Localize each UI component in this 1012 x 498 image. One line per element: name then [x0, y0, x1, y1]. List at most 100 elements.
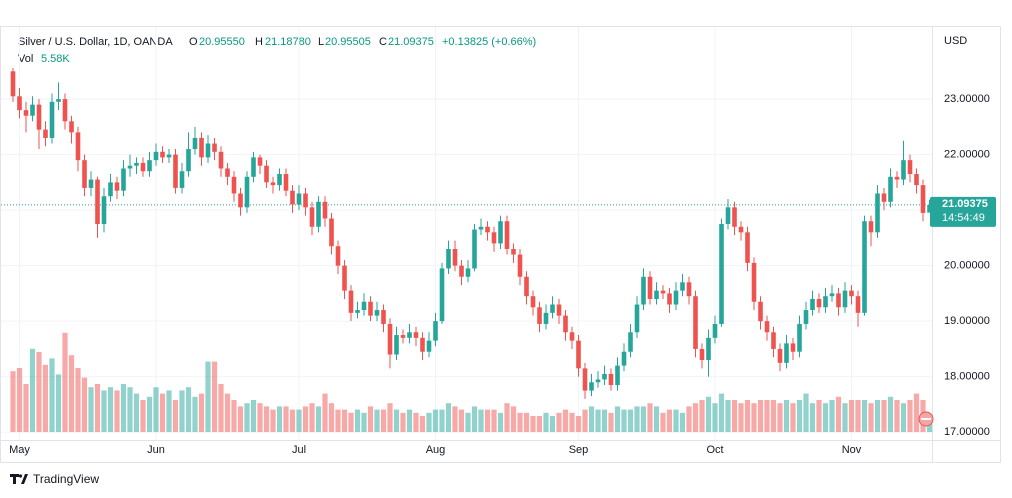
candle-body [205, 143, 211, 158]
volume-bar [517, 412, 523, 432]
candle-body [134, 162, 139, 166]
candle-body [836, 293, 841, 308]
volume-bar [718, 393, 725, 432]
volume-bar [231, 400, 237, 432]
volume-bar [562, 409, 569, 432]
volume-bar [445, 403, 452, 432]
candle-body [244, 176, 250, 208]
volume-bar [816, 400, 822, 432]
candle-body [875, 193, 880, 233]
candle-body [628, 332, 633, 352]
volume-bar [549, 416, 556, 432]
candle-body [693, 296, 698, 349]
logo-dot [18, 474, 23, 478]
candle-body [888, 176, 893, 202]
y-tick-label: 20.00000 [944, 260, 990, 272]
candle-body [706, 337, 711, 361]
volume-bar [406, 409, 413, 432]
close-value: 21.09375 [388, 36, 434, 48]
candle-body [264, 165, 269, 183]
candle-body [764, 321, 770, 333]
candle-body [537, 307, 542, 324]
candle-body [407, 332, 412, 338]
volume-bar [198, 393, 205, 432]
volume-bar [94, 384, 101, 432]
volume-bar [75, 368, 81, 432]
volume-bar [302, 406, 309, 432]
volume-bar [861, 400, 868, 432]
candle-body [179, 171, 185, 188]
volume-bar [348, 412, 354, 432]
candle-body [153, 151, 159, 161]
volume-bar [595, 409, 601, 432]
volume-bar [868, 403, 874, 432]
candle-body [121, 168, 126, 191]
candle-body [550, 304, 555, 313]
volume-bar [354, 409, 361, 432]
volume-bar [601, 409, 608, 432]
volume-bar [29, 348, 36, 432]
volume-bar [809, 403, 816, 432]
volume-bar [211, 361, 218, 432]
volume-bar [218, 384, 224, 432]
volume-bar [81, 377, 88, 432]
candle-body [907, 160, 913, 175]
volume-bar [881, 400, 887, 432]
candle-body [920, 185, 926, 213]
candle-body [316, 201, 321, 227]
candle-body [797, 323, 802, 352]
candle-body [498, 221, 503, 244]
volume-bar [900, 403, 907, 432]
volume-bar [530, 416, 536, 432]
candle-body [530, 296, 536, 308]
volume-bar [575, 416, 582, 432]
volume-bar [101, 390, 107, 432]
volume-bar [666, 409, 673, 432]
volume-bar [913, 393, 920, 432]
candle-body [49, 101, 55, 138]
volume-bar [127, 387, 133, 432]
volume-bar [166, 390, 172, 432]
volume-bar [588, 406, 595, 432]
volume-bar [439, 409, 445, 432]
y-tick-label: 17.00000 [944, 426, 990, 438]
volume-bar [393, 409, 400, 432]
candle-body [790, 343, 796, 352]
volume-bar [341, 409, 348, 432]
volume-bar [796, 400, 803, 432]
volume-bars [10, 332, 933, 432]
candle-body [446, 248, 451, 269]
volume-bar [10, 371, 16, 432]
volume-bar [140, 400, 146, 432]
candle-body [810, 298, 815, 311]
candle-body [439, 268, 445, 322]
candle-body [771, 332, 776, 349]
volume-bar [244, 403, 250, 432]
volume-bar [497, 412, 504, 432]
volume-bar [159, 393, 166, 432]
volume-bar [205, 361, 211, 432]
volume-bar [705, 396, 712, 432]
candle-body [309, 207, 315, 227]
candle-body [868, 221, 874, 233]
candle-body [426, 340, 432, 352]
brand: TradingView [33, 472, 99, 486]
volume-bar [458, 409, 465, 432]
candle-body [147, 160, 152, 172]
volume-bar [400, 412, 406, 432]
volume-bar [335, 409, 341, 432]
volume-bar [49, 358, 55, 432]
candle-body [225, 168, 230, 177]
logo-mark [10, 474, 28, 484]
volume-bar [153, 387, 159, 432]
volume-bar [62, 332, 68, 432]
x-tick-label: Sep [569, 444, 589, 456]
volume-bar [621, 409, 627, 432]
volume-bar [133, 393, 140, 432]
candle-body [485, 226, 490, 233]
volume-bar [569, 412, 575, 432]
volume-bar [250, 400, 257, 432]
candle-body [355, 310, 360, 313]
volume-bar [647, 403, 653, 432]
